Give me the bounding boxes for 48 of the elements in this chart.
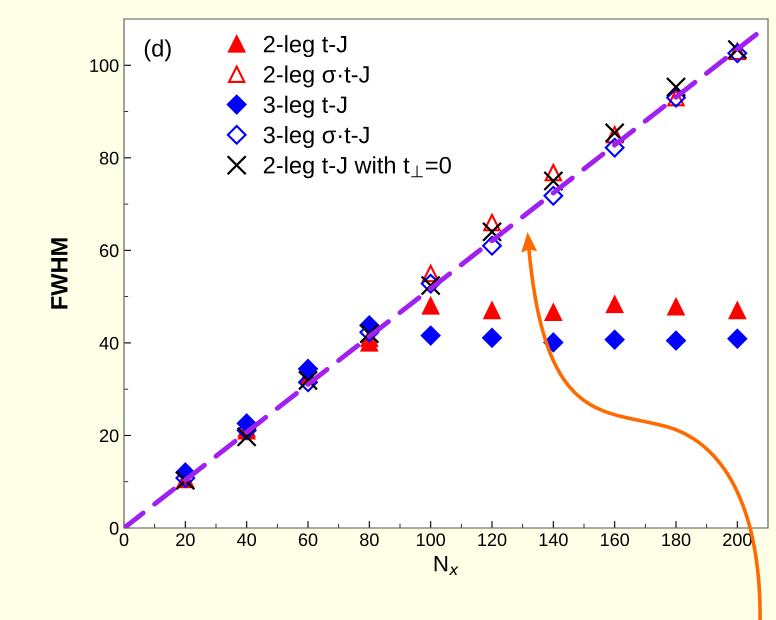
point [482, 328, 502, 348]
point [543, 170, 564, 192]
point [483, 214, 501, 232]
y-tick-label: 60 [100, 244, 118, 258]
x-tick-label: 180 [662, 533, 690, 546]
point [544, 164, 562, 182]
point [606, 296, 624, 314]
legend-label: 2-leg t-J [264, 35, 346, 58]
x-tick-label: 20 [176, 533, 195, 546]
point [666, 330, 686, 350]
point [606, 126, 624, 144]
point [422, 264, 440, 282]
x-tick-label: 120 [478, 533, 506, 546]
point [482, 222, 502, 242]
x-tick-label: 0 [120, 533, 128, 546]
point [483, 302, 501, 320]
point [604, 138, 625, 158]
point [236, 426, 257, 447]
x-tick-label: 80 [360, 533, 379, 546]
y-tick-label: 100 [90, 59, 118, 72]
point [422, 297, 440, 315]
point [728, 302, 746, 320]
legend-label: 3-leg σ·t-J [264, 126, 369, 148]
point [482, 236, 502, 256]
point [420, 326, 441, 346]
point [666, 76, 686, 98]
x-tick-label: 140 [540, 533, 568, 546]
point [543, 332, 564, 352]
y-tick-label: 80 [100, 152, 118, 165]
legend-label: 3-leg t-J [264, 96, 346, 118]
legend-label: 2-leg σ·t-J [264, 65, 369, 88]
y-tick-label: 20 [100, 429, 118, 442]
annotation: (d) [144, 39, 171, 62]
legend-label: 2-leg t-J with t$_{⊥}$=0 [264, 156, 451, 178]
x-tick-label: 100 [416, 533, 446, 546]
point [543, 186, 564, 206]
x-axis-title: N$_{x}$ [434, 556, 458, 575]
point [604, 330, 625, 350]
point [727, 328, 748, 349]
x-tick-label: 40 [237, 533, 256, 546]
x-tick-label: 200 [723, 533, 752, 546]
x-tick-label: 160 [600, 533, 630, 546]
y-axis-title: FWHM [51, 238, 68, 309]
y-tick-label: 40 [99, 336, 118, 350]
y-tick-label: 0 [110, 522, 118, 535]
x-tick-label: 60 [298, 533, 318, 546]
point [667, 298, 685, 316]
point [544, 304, 562, 322]
